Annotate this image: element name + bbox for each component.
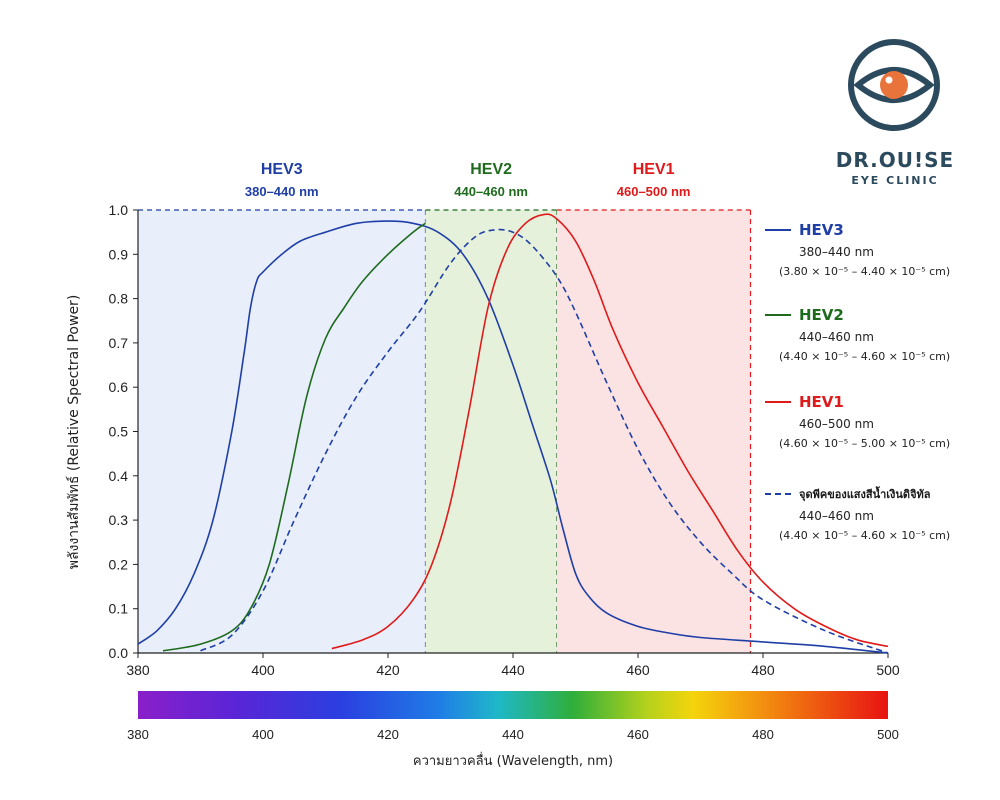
legend-range: 440–460 nm [799,509,874,523]
legend-cm: (4.40 × 10⁻⁵ – 4.60 × 10⁻⁵ cm) [779,350,951,363]
clinic-logo: DR.OU!SE EYE CLINIC [835,148,955,187]
visible-spectrum-bar [138,691,888,719]
y-tick-label: 0.0 [109,645,129,661]
series-hev1 [331,213,889,650]
legend-swatch [765,401,791,403]
x-axis-label: ความยาวคลื่น (Wavelength, nm) [413,752,613,769]
legend-name: HEV2 [799,306,844,324]
legend-range: 440–460 nm [799,330,874,344]
y-tick-label: 0.4 [109,468,129,484]
band-hev2 [425,210,557,653]
series-hev2 [162,222,426,652]
legend-swatch [765,314,791,316]
legend-range: 380–440 nm [799,245,874,259]
band-title: HEV1 [633,161,675,178]
legend-item-hev3: HEV3 380–440 nm (3.80 × 10⁻⁵ – 4.40 × 10… [765,221,950,278]
clinic-subtitle: EYE CLINIC [851,174,939,187]
legend-name: จุดพีคของแสงสีน้ำเงินดิจิทัล [799,488,931,501]
band-range-label: 380–440 nm [245,184,319,199]
spectrum-tick-label: 400 [252,727,274,742]
band-hev1 [556,210,751,653]
spectrum-tick-label: 460 [627,727,649,742]
x-tick-label: 420 [376,662,400,678]
spectrum-tick-label: 440 [502,727,524,742]
legend-cm: (4.40 × 10⁻⁵ – 4.60 × 10⁻⁵ cm) [779,529,951,542]
legend-swatch [765,493,791,495]
y-axis-label: พลังงานสัมพัทธ์ (Relative Spectral Power… [65,295,82,570]
clinic-name: DR.OU!SE [835,148,955,172]
band-range-label: 460–500 nm [617,184,691,199]
legend-cm: (4.60 × 10⁻⁵ – 5.00 × 10⁻⁵ cm) [779,437,951,450]
series-digital-blue-peak [200,228,889,654]
y-tick-label: 0.7 [109,335,129,351]
y-tick-label: 0.5 [109,424,129,440]
legend-range: 460–500 nm [799,417,874,431]
spectrum-tick-label: 480 [752,727,774,742]
legend-item-hev1: HEV1 460–500 nm (4.60 × 10⁻⁵ – 5.00 × 10… [765,393,950,450]
y-tick-label: 0.3 [109,512,129,528]
spectrum-tick-label: 380 [127,727,149,742]
y-tick-label: 0.9 [109,246,129,262]
legend-name: HEV1 [799,393,844,411]
legend-cm: (3.80 × 10⁻⁵ – 4.40 × 10⁻⁵ cm) [779,265,951,278]
legend-item-hev2: HEV2 440–460 nm (4.40 × 10⁻⁵ – 4.60 × 10… [765,306,950,363]
x-tick-label: 400 [251,662,275,678]
y-tick-label: 1.0 [109,202,129,218]
spectrum-tick-label: 420 [377,727,399,742]
legend-item-digital-peak: จุดพีคของแสงสีน้ำเงินดิจิทัล 440–460 nm … [765,485,950,542]
y-tick-label: 0.1 [109,601,129,617]
x-tick-label: 500 [876,662,900,678]
x-tick-label: 460 [626,662,650,678]
legend-swatch [765,229,791,231]
band-hev3 [138,210,426,653]
y-tick-label: 0.2 [109,556,129,572]
band-title: HEV2 [470,161,512,178]
y-tick-label: 0.8 [109,291,129,307]
band-title: HEV3 [261,161,303,178]
x-tick-label: 380 [126,662,150,678]
spectrum-tick-label: 500 [877,727,899,742]
x-tick-label: 440 [501,662,525,678]
x-tick-label: 480 [751,662,775,678]
eye-icon [848,39,940,131]
y-tick-label: 0.6 [109,379,129,395]
band-range-label: 440–460 nm [454,184,528,199]
legend-name: HEV3 [799,221,844,239]
